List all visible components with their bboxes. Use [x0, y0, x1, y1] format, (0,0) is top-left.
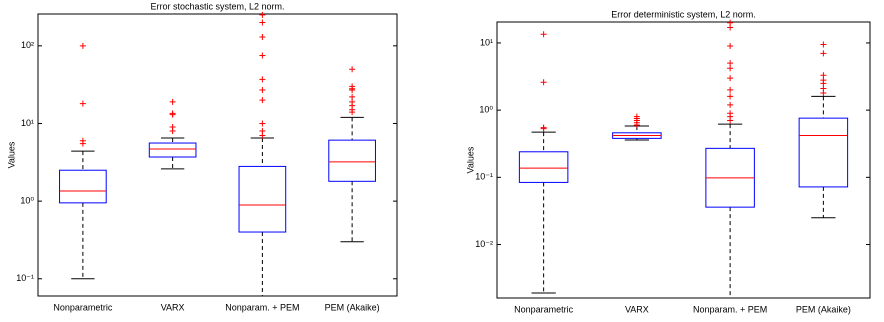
outlier	[727, 117, 734, 124]
outlier	[727, 24, 734, 31]
outlier	[259, 132, 266, 139]
box	[148, 142, 197, 158]
chart-title: Error stochastic system, L2 norm.	[150, 1, 284, 11]
outlier	[820, 80, 827, 87]
y-tick-label: 10⁻¹	[16, 273, 34, 283]
outlier	[727, 60, 734, 67]
y-tick-label: 10⁰	[20, 196, 34, 206]
outlier	[79, 100, 86, 107]
outlier	[349, 66, 356, 73]
outlier	[727, 75, 734, 82]
outlier	[727, 86, 734, 93]
x-tick-label: PEM (Akaike)	[796, 304, 851, 314]
y-axis-label: Values	[465, 146, 475, 173]
outlier	[259, 120, 266, 127]
outlier	[259, 33, 266, 40]
outlier	[349, 109, 356, 116]
x-tick-label: Nonparametric	[514, 304, 574, 314]
outlier	[540, 31, 547, 38]
outlier	[820, 50, 827, 57]
y-tick-label: 10¹	[21, 118, 34, 128]
outlier	[259, 19, 266, 26]
outlier	[259, 86, 266, 93]
outlier	[727, 65, 734, 72]
outlier	[727, 43, 734, 50]
y-tick-label: 10⁰	[479, 105, 493, 115]
y-tick-label: 10²	[21, 40, 34, 50]
box	[59, 169, 107, 204]
outlier	[169, 111, 176, 118]
y-tick-label: 10¹	[480, 37, 493, 47]
plot-area	[37, 13, 398, 297]
outlier	[259, 97, 266, 104]
outlier	[79, 42, 86, 49]
x-tick-label: Nonparam. + PEM	[225, 302, 299, 312]
outlier	[169, 98, 176, 105]
chart-title: Error deterministic system, L2 norm.	[611, 9, 756, 19]
x-tick-label: VARX	[161, 302, 185, 312]
y-axis-label: Values	[6, 141, 16, 168]
y-tick-label: 10⁻¹	[475, 172, 493, 182]
outlier	[169, 128, 176, 135]
plot-area	[496, 21, 871, 299]
box	[328, 139, 376, 182]
outlier	[727, 93, 734, 100]
outlier	[349, 86, 356, 93]
outlier	[820, 89, 827, 96]
outlier	[540, 79, 547, 86]
y-tick-label: 10⁻²	[475, 239, 493, 249]
x-tick-label: PEM (Akaike)	[325, 302, 380, 312]
box	[798, 117, 849, 188]
outlier	[820, 41, 827, 48]
outlier	[259, 76, 266, 83]
outlier	[727, 101, 734, 108]
outlier	[259, 52, 266, 59]
x-tick-label: VARX	[625, 304, 649, 314]
x-tick-label: Nonparametric	[53, 302, 113, 312]
outlier	[540, 125, 547, 132]
box	[518, 151, 569, 183]
outlier	[633, 122, 640, 129]
outlier	[259, 11, 266, 18]
box	[238, 165, 287, 233]
outlier	[79, 140, 86, 147]
x-tick-label: Nonparam. + PEM	[693, 304, 767, 314]
